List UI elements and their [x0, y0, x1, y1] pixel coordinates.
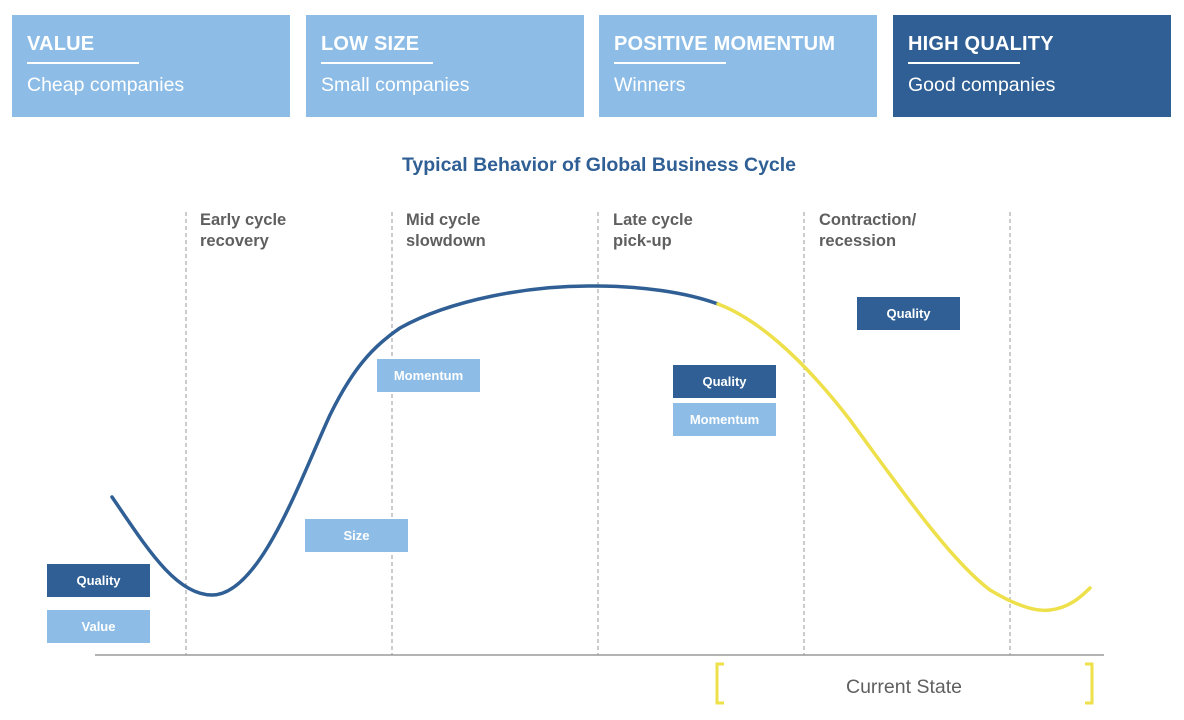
factor-card-subtitle: Winners [614, 74, 686, 96]
factor-card-low-size: LOW SIZE Small companies [306, 15, 584, 117]
current-state-label: Current State [846, 676, 962, 698]
current-state-bracket-left [715, 662, 724, 705]
factor-card-title: POSITIVE MOMENTUM [614, 33, 836, 55]
tag-late-quality: Quality [673, 365, 776, 398]
phase-label-line: Mid cycle [406, 211, 481, 229]
factor-card-divider [27, 62, 139, 64]
factor-card-subtitle: Good companies [908, 74, 1056, 96]
factor-card-title: HIGH QUALITY [908, 33, 1054, 55]
current-state-bracket-right [1085, 662, 1094, 705]
factor-card-divider [908, 62, 1020, 64]
cycle-curve-current [716, 302, 1092, 613]
factor-card-divider [614, 62, 726, 64]
factor-card-subtitle: Cheap companies [27, 74, 185, 96]
phase-label-line: Early cycle [200, 211, 287, 229]
tag-trough-value: Value [47, 610, 150, 643]
factor-card-subtitle: Small companies [321, 74, 470, 96]
factor-card-title: VALUE [27, 33, 95, 55]
factor-card-value: VALUE Cheap companies [12, 15, 290, 117]
factor-card-divider [321, 62, 433, 64]
phase-dividers [185, 212, 1011, 655]
factor-card-positive-momentum: POSITIVE MOMENTUM Winners [599, 15, 877, 117]
phase-label-early-cycle: Early cycle recovery [200, 210, 286, 252]
cycle-curve-past [110, 284, 720, 597]
tag-contraction-quality: Quality [857, 297, 960, 330]
phase-label-late-cycle: Late cycle pick-up [613, 210, 693, 252]
phase-label-line: recession [819, 232, 897, 250]
phase-label-line: recovery [200, 232, 269, 250]
tag-trough-quality: Quality [47, 564, 150, 597]
factor-cards: VALUE Cheap companies LOW SIZE Small com… [12, 15, 1172, 117]
phase-label-line: Late cycle [613, 211, 693, 229]
phase-label-mid-cycle: Mid cycle slowdown [406, 210, 486, 252]
phase-label-line: Contraction/ [819, 211, 917, 229]
factor-card-title: LOW SIZE [321, 33, 420, 55]
phase-label-contraction: Contraction/ recession [819, 210, 916, 252]
diagram-title: Typical Behavior of Global Business Cycl… [401, 154, 797, 176]
factor-card-high-quality: HIGH QUALITY Good companies [893, 15, 1171, 117]
phase-label-line: pick-up [613, 232, 672, 250]
tag-mid-momentum: Momentum [377, 359, 480, 392]
tag-late-momentum: Momentum [673, 403, 776, 436]
phase-label-line: slowdown [406, 232, 486, 250]
tag-early-size: Size [305, 519, 408, 552]
